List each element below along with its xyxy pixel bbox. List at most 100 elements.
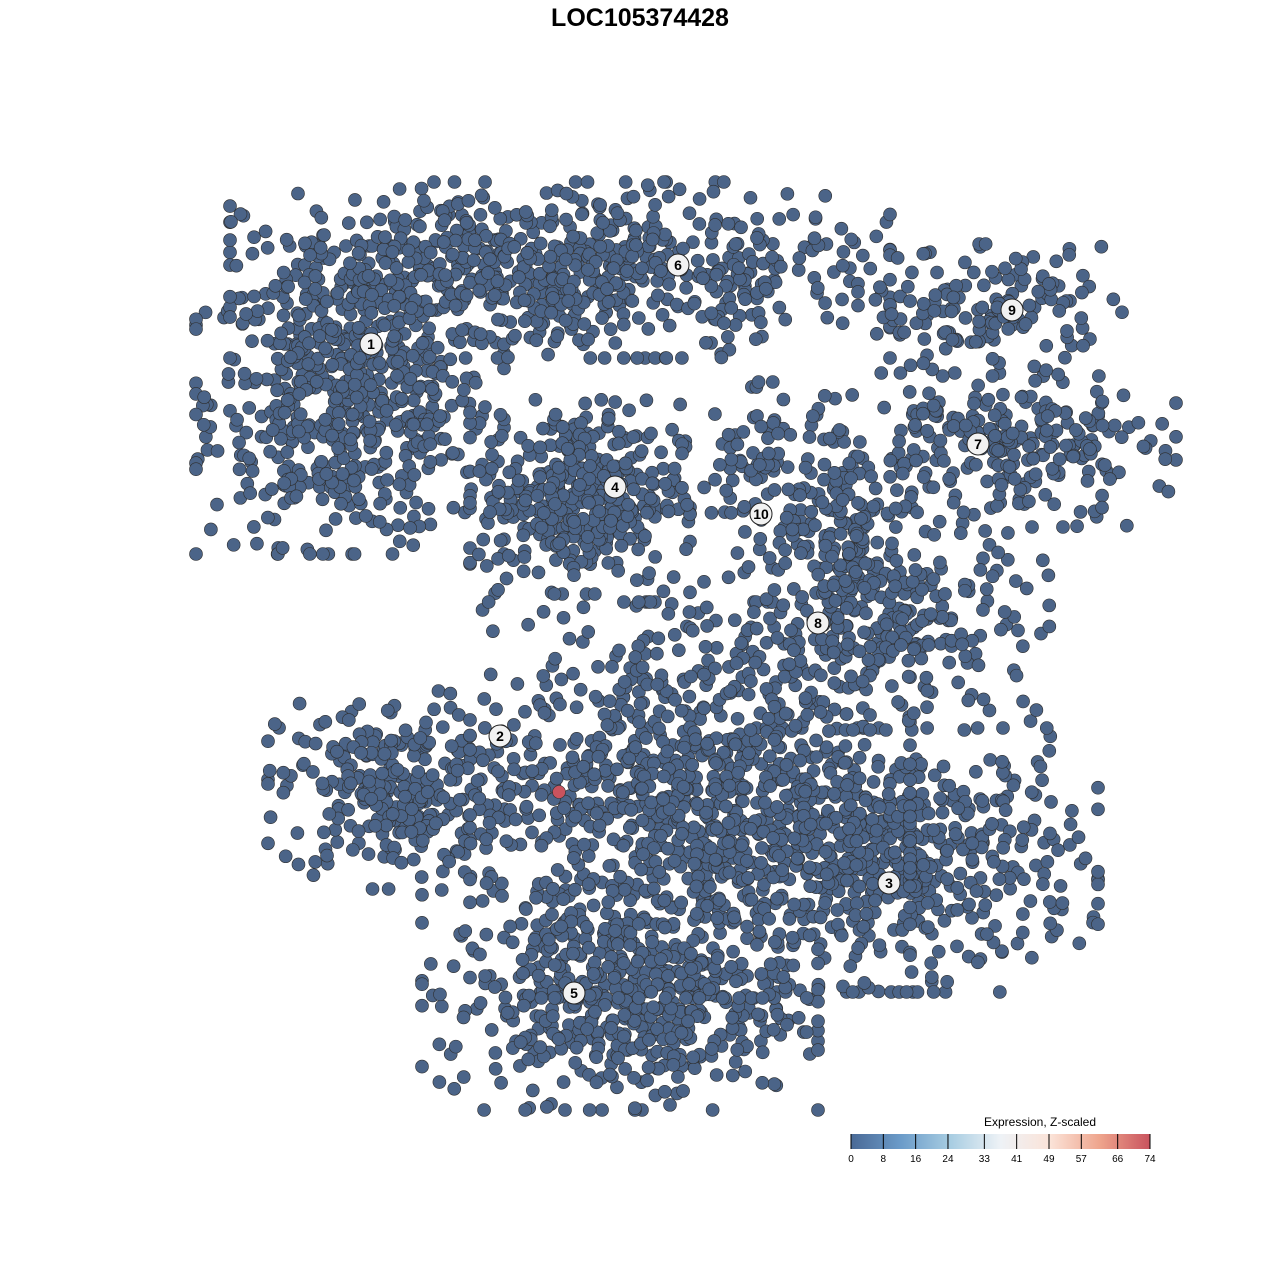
data-point-cluster-5 — [729, 656, 744, 671]
data-point-cluster-7 — [1066, 449, 1081, 464]
data-point-cluster-7 — [942, 471, 956, 486]
data-point-cluster-4 — [601, 556, 616, 570]
data-point-cluster-3 — [970, 721, 985, 735]
data-point-cluster-5 — [617, 882, 632, 897]
colorbar-tick-label: 74 — [1144, 1154, 1156, 1165]
data-point-cluster-7 — [922, 386, 936, 401]
data-point-cluster-6 — [657, 175, 671, 189]
data-point-cluster-1 — [423, 517, 438, 532]
data-point-cluster-6 — [672, 182, 687, 197]
data-point-cluster-2 — [341, 802, 355, 817]
data-point-cluster-5 — [463, 836, 478, 851]
cluster-label-4: 4 — [603, 475, 627, 499]
data-point-cluster-6 — [606, 261, 621, 276]
data-point-cluster-3 — [1015, 925, 1030, 940]
data-point-cluster-8 — [840, 637, 855, 652]
data-point-cluster-5 — [803, 879, 818, 893]
data-point-cluster-5 — [684, 946, 698, 961]
data-point-cluster-6 — [690, 253, 705, 268]
data-point-cluster-1 — [314, 454, 329, 469]
data-point-cluster-2 — [276, 765, 291, 780]
data-point-cluster-5 — [702, 982, 717, 997]
data-point-cluster-7 — [920, 424, 935, 438]
data-point-cluster-7 — [1136, 439, 1151, 454]
data-point-cluster-4 — [463, 405, 477, 420]
data-point-cluster-4 — [548, 497, 562, 511]
data-point-cluster-9 — [1092, 369, 1106, 383]
data-point-cluster-6 — [835, 292, 849, 307]
data-point-cluster-6 — [658, 227, 672, 242]
data-point-cluster-1 — [403, 372, 418, 386]
data-point-cluster-2 — [420, 785, 435, 799]
data-point-cluster-2 — [343, 776, 358, 791]
data-point-cluster-8 — [734, 636, 748, 650]
data-point-cluster-5 — [628, 740, 643, 755]
data-point-cluster-6 — [654, 264, 668, 278]
data-point-cluster-6 — [247, 230, 261, 245]
data-point-cluster-4 — [521, 438, 535, 453]
data-point-cluster-1 — [425, 382, 439, 396]
data-point-cluster-9 — [1074, 311, 1089, 325]
data-point-cluster-3 — [926, 823, 941, 837]
data-point-cluster-4 — [638, 529, 652, 543]
data-point-cluster-6 — [550, 329, 565, 343]
data-point-cluster-1 — [329, 391, 344, 406]
data-point-cluster-4 — [567, 515, 581, 529]
data-point-cluster-5 — [447, 1081, 462, 1096]
data-point-cluster-8 — [770, 631, 785, 645]
data-point-cluster-6 — [292, 308, 306, 323]
data-point-cluster-8 — [859, 606, 873, 621]
data-point-cluster-5 — [477, 1103, 491, 1117]
data-point-cluster-1 — [412, 380, 427, 395]
data-point-cluster-8 — [838, 574, 853, 588]
data-point-cluster-6 — [543, 219, 557, 234]
data-point-cluster-5 — [644, 985, 659, 999]
data-point-cluster-2 — [261, 777, 275, 791]
data-point-cluster-6 — [422, 303, 437, 317]
data-point-cluster-4 — [478, 400, 492, 414]
data-point-cluster-8 — [863, 723, 877, 737]
data-point-cluster-2 — [431, 684, 446, 698]
data-point-cluster-6 — [245, 246, 260, 261]
data-point-cluster-8 — [997, 605, 1012, 619]
data-point-cluster-6 — [438, 268, 453, 282]
data-point-cluster-3 — [942, 778, 956, 793]
data-point-cluster-1 — [406, 417, 421, 432]
data-point-cluster-9 — [1042, 277, 1056, 291]
data-point-cluster-5 — [622, 751, 637, 766]
data-point-cluster-5 — [661, 607, 676, 621]
data-point-cluster-8 — [885, 679, 899, 693]
data-point-cluster-8 — [927, 528, 942, 542]
data-point-cluster-1 — [274, 432, 288, 446]
data-point-cluster-8 — [857, 625, 871, 640]
data-point-cluster-4 — [573, 478, 587, 492]
data-point-cluster-5 — [546, 1009, 560, 1024]
data-point-cluster-5 — [652, 865, 667, 879]
data-point-cluster-8 — [883, 453, 898, 468]
data-point-cluster-5 — [838, 756, 852, 770]
data-point-cluster-3 — [936, 759, 951, 774]
data-point-cluster-3 — [1016, 907, 1030, 921]
data-point-cluster-8 — [1009, 574, 1023, 588]
data-point-cluster-2 — [318, 714, 333, 729]
data-point-cluster-6 — [595, 311, 609, 325]
data-point-cluster-8 — [826, 645, 841, 660]
data-point-cluster-6 — [317, 228, 331, 242]
data-point-cluster-5 — [612, 643, 626, 658]
data-point-cluster-6 — [517, 293, 532, 308]
data-point-cluster-3 — [838, 739, 853, 753]
data-point-cluster-1 — [390, 369, 404, 383]
data-point-cluster-5 — [727, 613, 742, 627]
data-point-cluster-5 — [513, 1035, 528, 1049]
data-point-cluster-7 — [1095, 418, 1110, 433]
data-point-cluster-5 — [484, 1023, 499, 1037]
data-point-cluster-6 — [662, 318, 677, 333]
data-point-cluster-8 — [909, 453, 923, 468]
data-point-cluster-4 — [588, 587, 602, 601]
data-point-cluster-2 — [411, 765, 426, 779]
data-point-cluster-5 — [685, 758, 700, 772]
data-point-cluster-1 — [302, 336, 316, 351]
data-point-cluster-5 — [616, 956, 631, 970]
data-point-cluster-5 — [542, 932, 556, 947]
data-point-cluster-3 — [978, 898, 993, 912]
